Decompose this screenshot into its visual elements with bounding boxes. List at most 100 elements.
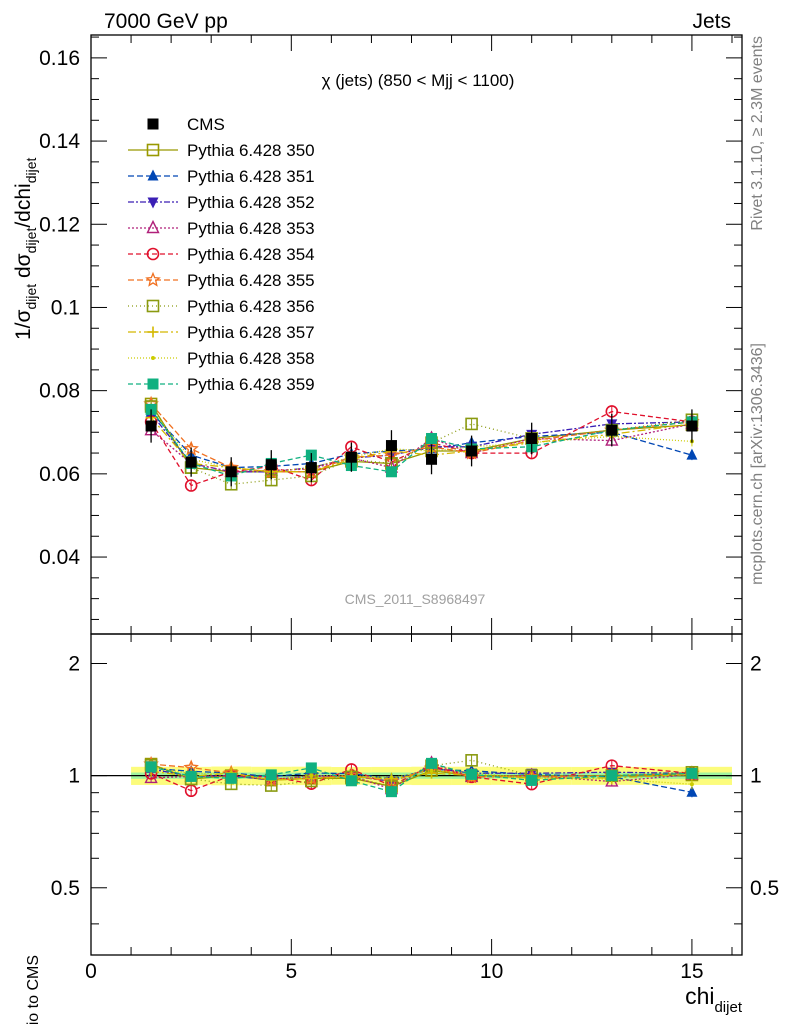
series-359-ratio-point [305,762,317,774]
ratio-plot-frame [90,633,743,956]
legend: CMS Pythia 6.428 350 Pythia 6.428 351 Pythi… [128,115,315,394]
series-353-ratio-point [144,769,158,784]
y-tick-label-main: 0.12 [39,213,80,236]
legend-item-358-label: Pythia 6.428 358 [187,349,315,368]
header-left: 7000 GeV pp [104,10,228,33]
series-350-line [150,403,692,473]
legend-item-359-label: Pythia 6.428 359 [187,375,315,394]
data-point [265,459,277,471]
series-359-ratio-point [345,775,357,787]
legend-item-356-label: Pythia 6.428 356 [187,297,315,316]
series-358-ratio-point [389,775,394,780]
y-tick-label-ratio: 2 [68,652,80,675]
y-tick-label-ratio: 1 [68,765,80,788]
legend-item-359-marker [147,378,159,390]
legend-marker-cms [147,118,159,130]
legend-item-358: Pythia 6.428 358 [128,349,315,368]
legend-item-350-marker [146,143,160,157]
data-point [145,420,157,432]
series-359-ratio-point [225,772,237,784]
y-tick-label-main: 0.08 [39,380,80,403]
legend-item-354: Pythia 6.428 354 [128,245,315,264]
y-axis-label-ratio: Ratio to CMS [25,955,42,1024]
legend-item-352: Pythia 6.428 352 [128,193,315,212]
data-point [225,466,237,478]
legend-item-359: Pythia 6.428 359 [128,375,315,394]
series-359-point [385,466,397,478]
legend-item-357: Pythia 6.428 357 [128,323,315,342]
series-356-ratio-point [465,754,478,767]
legend-item-350: Pythia 6.428 350 [128,141,315,160]
legend-item-cms: CMS [147,115,225,134]
series-359-ratio-point [606,770,618,782]
x-tick-label: 0 [85,960,97,983]
series-359-point [426,432,438,444]
data-point [466,445,478,457]
series-358-ratio-point [429,768,434,773]
series-359-ratio-point [185,770,197,782]
series-353-ratio-line [151,762,692,790]
y-tick-label-ratio-right: 0.5 [750,877,779,900]
legend-item-358-marker [151,356,155,360]
series-358-ratio-point [689,782,694,787]
y-tick-label-main: 0.16 [39,47,80,70]
chart-title: χ (jets) (850 < Mjj < 1100) [322,71,515,90]
legend-item-356-marker [146,299,160,313]
legend-item-353-label: Pythia 6.428 353 [187,219,315,238]
legend-item-355: Pythia 6.428 355 [128,271,315,290]
series-359-ratio-point [426,757,438,769]
legend-item-351: Pythia 6.428 351 [128,167,315,186]
data-point [526,432,538,444]
x-tick-label: 10 [480,960,503,983]
y-axis-label-main: 1/σdijet dσdijet/dchidijet [12,158,39,340]
data-point [305,462,317,474]
data-point [345,451,357,463]
series-359-ratio-point [385,786,397,798]
data-point [426,453,438,465]
mcplots-label: mcplots.cern.ch [arXiv:1306.3436] [749,343,766,585]
series-359-ratio-line [150,762,692,793]
series-359-ratio-point [466,768,478,780]
legend-item-353: Pythia 6.428 353 [128,219,315,238]
series-355-line [150,403,692,473]
legend-item-357-label: Pythia 6.428 357 [187,323,315,342]
series-359-ratio-point [686,767,698,779]
y-tick-label-main: 0.1 [51,296,80,319]
legend-item-354-label: Pythia 6.428 354 [187,245,315,264]
series-354-point [184,479,198,492]
series-357-line [150,417,692,473]
legend-item-357-marker [147,326,159,338]
series-359-ratio-point [265,769,277,781]
y-tick-label-main: 0.06 [39,463,80,486]
series-351-ratio-point [686,785,698,797]
legend-item-352-label: Pythia 6.428 352 [187,193,315,212]
legend-item-355-marker [145,271,161,287]
x-tick-label: 5 [285,960,297,983]
series-359-ratio-point [145,761,157,773]
y-tick-label-ratio: 0.5 [51,877,80,900]
data-point [686,420,698,432]
series-356-line [150,406,692,485]
legend-label-cms: CMS [187,115,225,134]
legend-item-354-marker [146,247,160,261]
header-right: Jets [692,10,731,33]
legend-item-355-label: Pythia 6.428 355 [187,271,315,290]
legend-item-351-label: Pythia 6.428 351 [187,167,315,186]
legend-item-356: Pythia 6.428 356 [128,297,315,316]
x-tick-label: 15 [680,960,703,983]
data-point [185,456,197,468]
data-point [606,424,618,436]
series-355-ratio-line [151,763,692,782]
series-358-ratio-point [309,773,314,778]
series-356-point [465,417,478,431]
legend-item-350-label: Pythia 6.428 350 [187,141,315,160]
series-359-ratio-point [526,774,538,786]
y-tick-label-ratio-right: 2 [750,652,762,675]
rivet-label: Rivet 3.1.10, ≥ 2.3M events [749,36,766,231]
legend-item-351-marker [147,169,159,181]
y-tick-label-main: 0.04 [39,546,80,569]
legend-item-352-marker [147,197,159,209]
series-358-ratio-line [150,766,692,785]
